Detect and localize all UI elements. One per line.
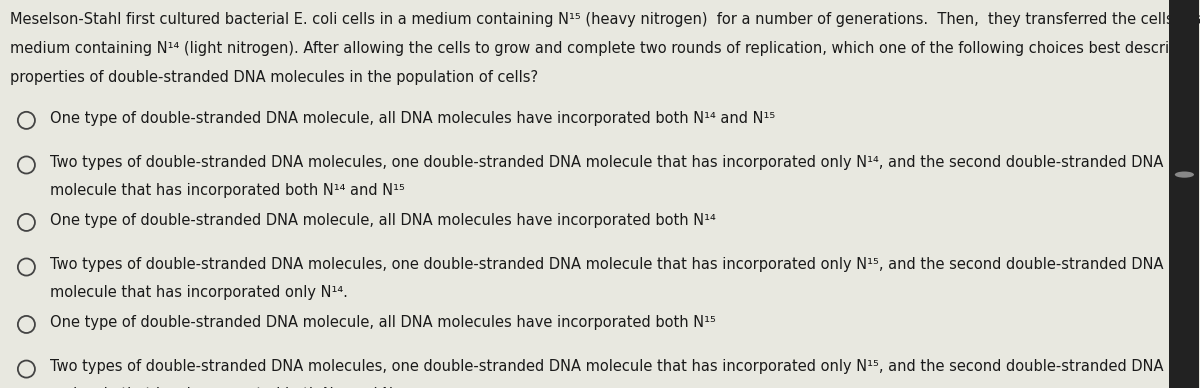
Text: molecule that has incorporated only N¹⁴.: molecule that has incorporated only N¹⁴. [50, 285, 348, 300]
Text: Two types of double-stranded DNA molecules, one double-stranded DNA molecule tha: Two types of double-stranded DNA molecul… [50, 359, 1164, 374]
Circle shape [1175, 171, 1194, 178]
Text: Two types of double-stranded DNA molecules, one double-stranded DNA molecule tha: Two types of double-stranded DNA molecul… [50, 257, 1164, 272]
Text: molecule that has incorporated both N¹⁴ and N¹⁵: molecule that has incorporated both N¹⁴ … [50, 183, 406, 198]
Text: One type of double-stranded DNA molecule, all DNA molecules have incorporated bo: One type of double-stranded DNA molecule… [50, 111, 775, 126]
Text: molecule that has incorporated both N¹⁴ and N¹⁵.: molecule that has incorporated both N¹⁴ … [50, 387, 410, 388]
Text: properties of double-stranded DNA molecules in the population of cells?: properties of double-stranded DNA molecu… [10, 70, 538, 85]
Text: One type of double-stranded DNA molecule, all DNA molecules have incorporated bo: One type of double-stranded DNA molecule… [50, 213, 716, 228]
Text: medium containing N¹⁴ (light nitrogen). After allowing the cells to grow and com: medium containing N¹⁴ (light nitrogen). … [10, 41, 1200, 56]
Text: One type of double-stranded DNA molecule, all DNA molecules have incorporated bo: One type of double-stranded DNA molecule… [50, 315, 716, 330]
Text: Meselson-Stahl first cultured bacterial E. coli cells in a medium containing N¹⁵: Meselson-Stahl first cultured bacterial … [10, 12, 1200, 27]
Bar [1169, 0, 1199, 388]
Text: Two types of double-stranded DNA molecules, one double-stranded DNA molecule tha: Two types of double-stranded DNA molecul… [50, 155, 1164, 170]
